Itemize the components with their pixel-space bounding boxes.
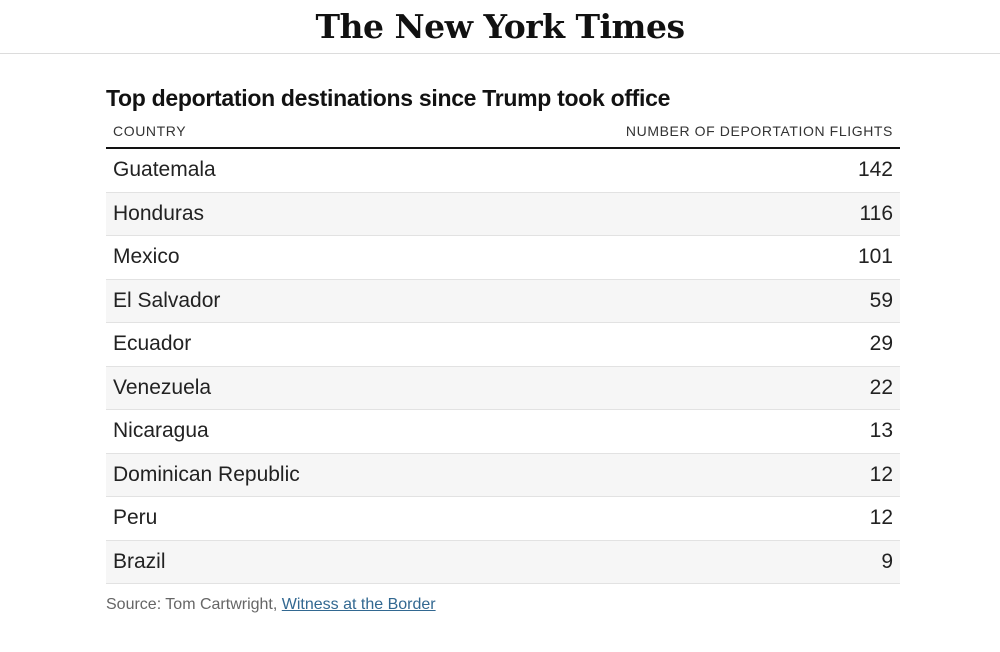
table-row: Venezuela 22 [106, 366, 900, 410]
country-cell: Nicaragua [106, 409, 437, 454]
column-header-flights: NUMBER OF DEPORTATION FLIGHTS [436, 115, 900, 149]
table-row: Ecuador 29 [106, 322, 900, 367]
table-row: Dominican Republic 12 [106, 453, 900, 497]
country-cell: Mexico [106, 235, 437, 280]
flights-cell: 13 [436, 409, 900, 454]
column-header-country: COUNTRY [106, 115, 437, 149]
source-note: Source: Tom Cartwright, Witness at the B… [106, 596, 900, 614]
flights-cell: 116 [436, 192, 900, 236]
table-row: Mexico 101 [106, 235, 900, 280]
table-row: Guatemala 142 [106, 148, 900, 193]
country-cell: Ecuador [106, 322, 437, 367]
masthead: The New York Times [0, 0, 1000, 54]
table-header: COUNTRY NUMBER OF DEPORTATION FLIGHTS [106, 115, 900, 149]
flights-cell: 142 [436, 148, 900, 193]
source-link[interactable]: Witness at the Border [281, 596, 436, 613]
table-body: Guatemala 142 Honduras 116 Mexico 101 El Salva… [106, 148, 900, 584]
source-prefix: Source: Tom Cartwright, [106, 596, 282, 613]
flights-cell: 29 [436, 322, 900, 367]
table-row: El Salvador 59 [106, 279, 900, 323]
country-cell: Brazil [106, 540, 437, 584]
country-cell: Peru [106, 496, 437, 541]
country-cell: Dominican Republic [106, 453, 437, 497]
deportation-table: COUNTRY NUMBER OF DEPORTATION FLIGHTS Gu… [106, 115, 900, 584]
flights-cell: 12 [436, 496, 900, 541]
table-row: Peru 12 [106, 496, 900, 541]
country-cell: Honduras [106, 192, 437, 236]
table-title: Top deportation destinations since Trump… [106, 85, 671, 111]
flights-cell: 101 [436, 235, 900, 280]
country-cell: Guatemala [106, 148, 437, 193]
table-row: Nicaragua 13 [106, 409, 900, 454]
flights-cell: 9 [436, 540, 900, 584]
table-row: Honduras 116 [106, 192, 900, 236]
country-cell: El Salvador [106, 279, 437, 323]
flights-cell: 22 [436, 366, 900, 410]
header-row: COUNTRY NUMBER OF DEPORTATION FLIGHTS [106, 115, 900, 149]
table-row: Brazil 9 [106, 540, 900, 584]
flights-cell: 12 [436, 453, 900, 497]
table-graphic: Top deportation destinations since Trump… [106, 54, 900, 614]
flights-cell: 59 [436, 279, 900, 323]
country-cell: Venezuela [106, 366, 437, 410]
nyt-logo[interactable]: The New York Times [315, 6, 685, 46]
